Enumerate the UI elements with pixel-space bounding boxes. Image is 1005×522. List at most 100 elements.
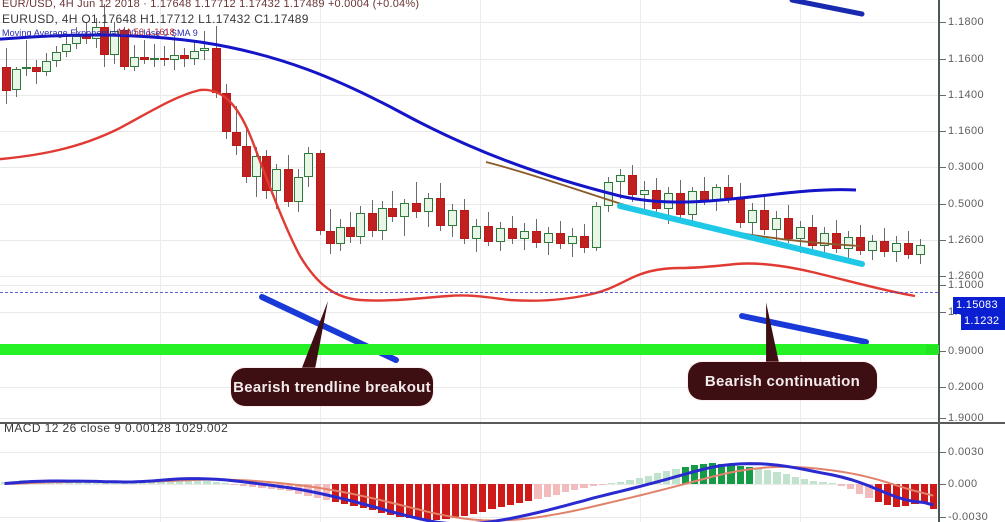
macd-histogram-bar: [203, 480, 211, 484]
price-axis-tick: [940, 387, 946, 388]
macd-axis[interactable]: 0.0030 0.000 -0.0030: [938, 424, 1005, 522]
gridline-h: [0, 387, 938, 388]
price-axis-label: 0.3000: [948, 161, 985, 173]
price-axis-tick: [940, 285, 946, 286]
price-panel: Bearish trendline breakout Bearish conti…: [0, 0, 1005, 422]
panel-divider: [0, 422, 1005, 424]
macd-histogram-bar: [810, 480, 818, 484]
gridline-h: [0, 484, 938, 485]
right-callout-label: Bearish continuation: [704, 372, 861, 390]
gridline-h: [0, 418, 938, 419]
macd-axis-tick: [940, 452, 946, 453]
macd-histogram-bar: [460, 484, 468, 516]
price-plot-area[interactable]: Bearish trendline breakout Bearish conti…: [0, 0, 938, 422]
macd-histogram-bar: [212, 481, 220, 484]
left-callout[interactable]: Bearish trendline breakout: [231, 368, 433, 406]
left-callout-label: Bearish trendline breakout: [233, 378, 431, 396]
macd-histogram-bar: [387, 484, 395, 515]
macd-histogram-bar: [424, 484, 432, 520]
macd-histogram-bar: [589, 484, 597, 487]
macd-histogram-bar: [543, 484, 551, 497]
price-axis-tick: [940, 240, 946, 241]
gridline-h: [0, 59, 938, 60]
gridline-v: [800, 424, 801, 522]
secondary-price-tag[interactable]: 1.1232: [961, 313, 1005, 330]
price-axis-label: 1.1600: [948, 53, 985, 65]
macd-histogram-bar: [837, 484, 846, 487]
gridline-h: [0, 131, 938, 132]
macd-histogram-bar: [911, 484, 919, 505]
price-axis-tick: [940, 204, 946, 205]
macd-histogram-bar: [414, 484, 422, 519]
macd-histogram-bar: [699, 463, 708, 484]
gridline-h: [0, 167, 938, 168]
price-axis-label: 1.1600: [948, 125, 985, 137]
macd-histogram-bar: [442, 484, 450, 519]
ema-200-blue-line: [0, 33, 857, 204]
macd-histogram-bar: [727, 464, 735, 484]
macd-histogram-bar: [341, 484, 349, 505]
macd-histogram-bar: [92, 482, 101, 484]
macd-histogram-bar: [470, 484, 478, 514]
right-callout[interactable]: Bearish continuation: [688, 362, 877, 400]
macd-histogram-bar: [396, 484, 404, 517]
header-symbol-line: EURUSD, 4H O1.17648 H1.17712 L1.17432 C1…: [2, 12, 309, 26]
price-axis-tick: [940, 95, 946, 96]
macd-histogram-bar: [184, 478, 193, 484]
price-overlays: [0, 0, 916, 363]
macd-panel: MACD 12 26 close 9 0.00128 1029.002 0.00…: [0, 424, 1005, 522]
macd-histogram-bar: [488, 484, 496, 510]
macd-histogram-bar: [580, 484, 588, 489]
macd-histogram-bar: [221, 482, 229, 484]
macd-histogram-bar: [902, 484, 910, 507]
gridline-h: [0, 285, 938, 286]
price-axis-label: 1.1800: [948, 16, 985, 28]
macd-histogram-bar: [74, 481, 82, 484]
price-axis-label: 1.2600: [948, 234, 985, 246]
price-axis-tick: [940, 276, 946, 277]
macd-histogram-bar: [534, 484, 542, 499]
price-axis-label: 0.9000: [948, 345, 985, 357]
macd-histogram-bar: [847, 484, 855, 490]
macd-histogram-bar: [240, 484, 248, 487]
macd-histogram-bar: [690, 464, 698, 484]
macd-histogram-bar: [819, 481, 827, 484]
macd-main-line: [4, 462, 934, 522]
macd-histogram-bar: [635, 477, 643, 484]
macd-histogram-bar: [561, 484, 570, 493]
macd-histogram-bar: [515, 484, 524, 504]
macd-histogram-bar: [479, 484, 487, 512]
gridline-v: [160, 0, 161, 422]
macd-histogram-bar: [433, 484, 441, 520]
macd-histogram-bar: [773, 472, 781, 484]
macd-axis-tick: [940, 484, 946, 485]
price-axis-label: 1.1400: [948, 89, 985, 101]
macd-histogram-bar: [552, 484, 560, 495]
macd-axis-tick: [940, 517, 946, 518]
gridline-v: [640, 424, 641, 522]
macd-histogram-bar: [525, 484, 533, 501]
macd-histogram-bar: [782, 474, 790, 484]
last-price-tag[interactable]: 1.15083: [953, 297, 1005, 314]
gridline-h: [0, 95, 938, 96]
macd-histogram-bar: [194, 479, 202, 484]
gridline-h: [0, 517, 938, 518]
support-line: [0, 344, 938, 355]
ma-50-red-line: [0, 88, 916, 302]
macd-histogram-bar: [865, 484, 873, 498]
macd-histogram-bar: [791, 476, 800, 484]
cyan-resistance-line: [617, 203, 865, 267]
price-axis[interactable]: 1.1800 1.1600 1.1400 1.1600 0.3000 0.5000 1.26…: [926, 0, 1005, 422]
gridline-v: [160, 424, 161, 522]
gridline-h: [0, 276, 938, 277]
header-indicator-blue: Moving Average Exponential 200 close 0 S…: [2, 28, 198, 38]
macd-axis-label: 0.0030: [948, 446, 985, 458]
macd-plot-area[interactable]: MACD 12 26 close 9 0.00128 1029.002: [0, 424, 938, 522]
price-axis-label: 1.1000: [948, 279, 985, 291]
price-axis-label: 1.2600: [948, 270, 985, 282]
macd-histogram-bar: [451, 484, 459, 518]
macd-histogram-bar: [598, 484, 606, 486]
macd-histogram-bar: [83, 481, 91, 484]
macd-histogram-bar: [745, 467, 754, 484]
macd-histogram-bar: [378, 484, 386, 513]
